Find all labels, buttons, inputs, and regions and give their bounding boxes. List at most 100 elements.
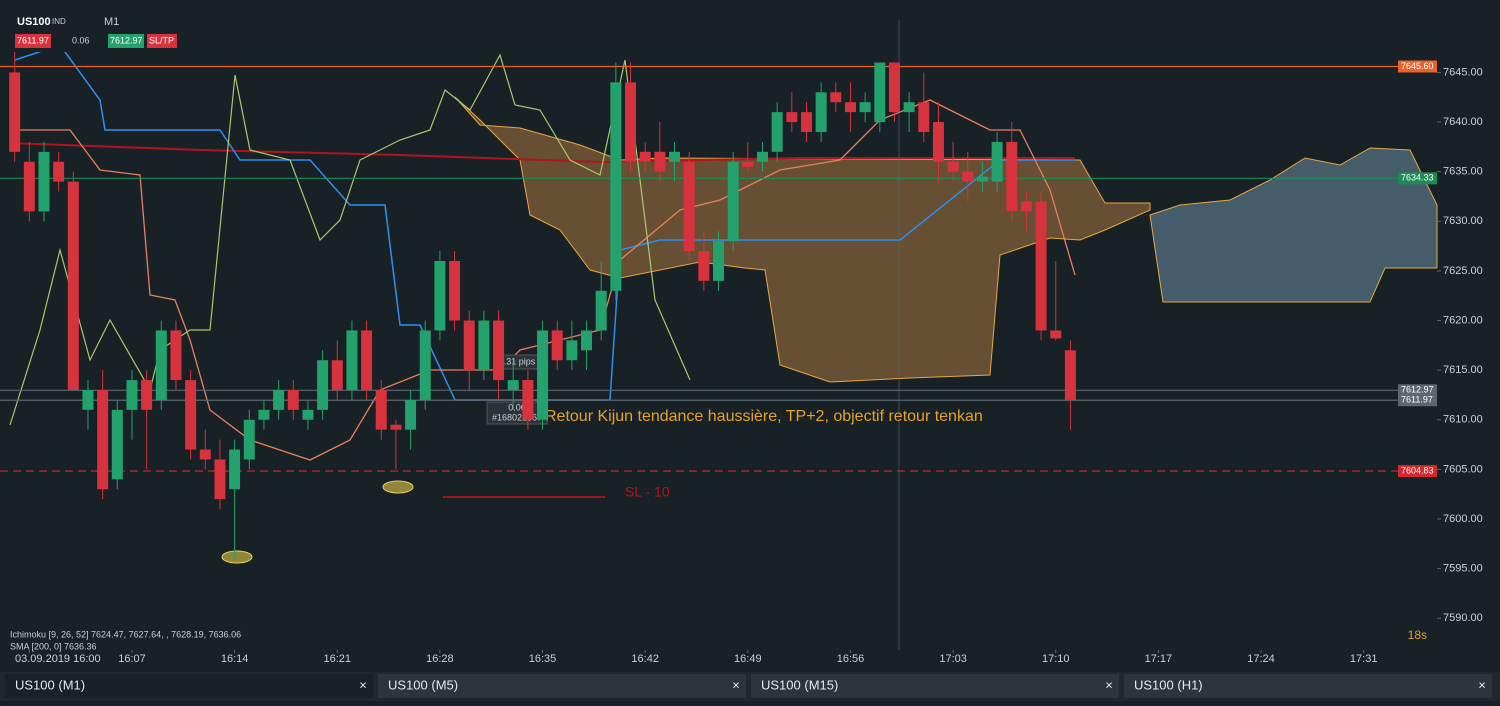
tab-close[interactable]: × [1105,677,1113,692]
candle-body [830,92,842,103]
x-tick-label: 16:14 [221,653,249,665]
tab-label[interactable]: US100 (H1) [1134,677,1203,692]
candle-body [976,176,988,182]
candle-body [625,82,637,162]
tabs: US100 (M1) × US100 (M5) × US100 (M15) × US100 … [5,674,1492,698]
candle-body [669,151,681,162]
y-tick-label: 7595.00 [1443,563,1483,575]
tab[interactable] [751,674,1119,698]
highlight-ellipse [221,550,253,564]
candle-body [111,409,123,480]
candle-body [991,141,1003,182]
candle-body [405,399,417,430]
tab-label[interactable]: US100 (M15) [761,677,838,692]
x-tick-label: 17:24 [1247,653,1275,665]
candle-body [566,340,578,361]
tab-label[interactable]: US100 (M1) [15,677,85,692]
y-tick-label: 7640.00 [1443,116,1483,128]
sltp[interactable]: SL/TP [149,35,174,45]
candle-body [331,360,343,390]
candle-body [229,449,241,490]
candle-body [859,102,871,113]
candle-body [888,62,900,113]
x-tick-label: 17:03 [939,653,967,665]
y-tick-label: 7645.00 [1443,66,1483,78]
buy-button[interactable] [108,34,144,48]
kumo-cloud-future [1149,147,1438,303]
bid[interactable]: 7611.97 [17,35,49,45]
tab-close[interactable]: × [1478,677,1486,692]
tab[interactable] [5,674,373,698]
x-tick-label: 16:56 [837,653,865,665]
y-tick-label: 7600.00 [1443,513,1483,525]
candle-body [419,330,431,400]
sma-line [9,142,1075,164]
price-label: 7612.97 [1401,385,1434,395]
candle-body [507,380,519,390]
price-label-box [1398,60,1437,73]
candle-body [97,390,109,490]
candle-body [1020,201,1032,212]
x-tick-label: 16:35 [529,653,557,665]
candle-body [874,62,886,123]
sell-button[interactable] [15,34,51,48]
candle-body [683,161,695,252]
sltp-button[interactable] [147,34,177,48]
y-tick-label: 7620.00 [1443,314,1483,326]
candle-body [947,161,959,172]
candle-body [742,161,754,167]
indicator-legend: Ichimoku [9, 26, 52] 7624.47, 7627.64, ,… [10,629,241,639]
candle-body [595,290,607,331]
timeframe[interactable]: M1 [104,16,119,28]
tooltip-pips: 2.31 pips [499,356,536,366]
tab-close[interactable]: × [359,677,367,692]
tab-label[interactable]: US100 (M5) [388,677,458,692]
tab[interactable] [1124,674,1492,698]
tooltip-size: 0.06 [508,402,526,412]
candle-body [23,161,35,212]
price-label: 7634.33 [1401,173,1434,183]
candle-body [273,390,285,410]
candle-body [287,390,299,410]
candle-body [126,380,138,410]
price-label: 7611.97 [1401,395,1433,405]
x-tick-label: 16:21 [323,653,351,665]
highlight-ellipse [382,480,414,494]
countdown: 18s [1408,628,1427,642]
tab[interactable] [378,674,746,698]
y-tick-label: 7615.00 [1443,364,1483,376]
candle-body [243,419,255,460]
candle-body [185,380,197,450]
candle-body [1035,201,1047,331]
candle-body [317,360,329,410]
y-tick-label: 7625.00 [1443,265,1483,277]
candle-body [493,320,505,381]
candle-body [199,449,211,460]
price-label-box [1398,394,1437,407]
symbol[interactable]: US100 [17,16,51,28]
price-label-box [1398,172,1437,185]
candle-body [9,72,21,152]
sl-note: SL - 10 [625,484,670,500]
ask[interactable]: 7612.97 [110,35,143,45]
y-tick-label: 7610.00 [1443,414,1483,426]
candle-body [82,390,94,410]
candle-body [361,330,373,390]
candle-body [800,112,812,132]
candle-body [375,390,387,430]
candle-body [786,112,798,123]
candle-body [346,330,358,390]
candle-body [815,92,827,132]
candle-body [551,330,563,361]
candle-body [1006,141,1018,212]
candle-body [449,260,461,321]
y-tick-label: 7635.00 [1443,166,1483,178]
candle-body [67,181,79,390]
candle-body [478,320,490,371]
y-tick-label: 7630.00 [1443,215,1483,227]
price-axis [1437,0,1500,650]
tab-close[interactable]: × [732,677,740,692]
x-tick-label: 17:31 [1350,653,1378,665]
spread: 0.06 [72,35,90,45]
